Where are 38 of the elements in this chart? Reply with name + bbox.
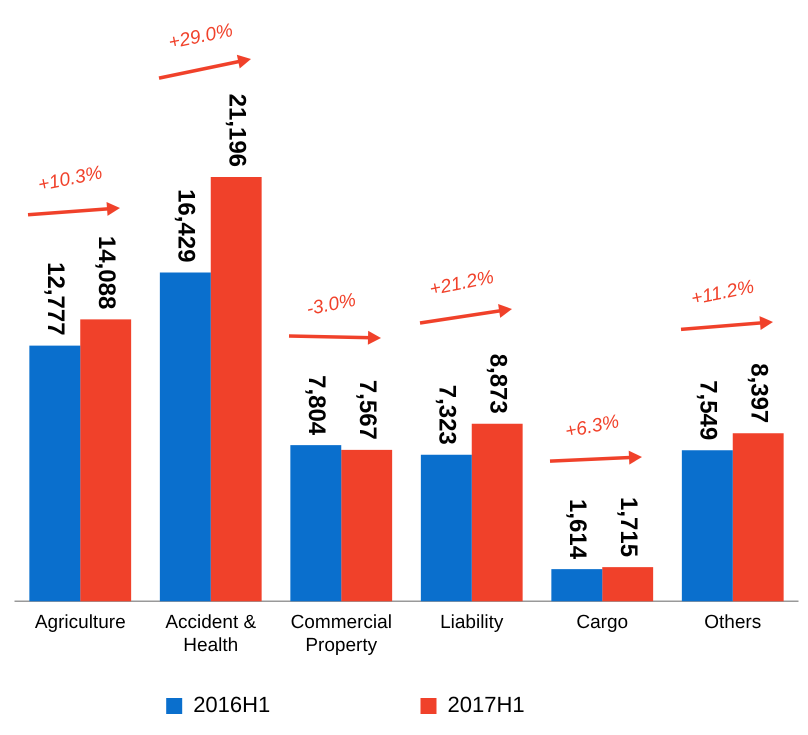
data-label: 1,614	[564, 499, 592, 560]
annotation: +6.3%	[563, 411, 622, 443]
x-tick-label: Cargo	[576, 612, 628, 634]
bar	[682, 450, 733, 602]
bar	[420, 454, 472, 602]
annotation: +21.2%	[428, 266, 496, 300]
x-tick-label: Accident & Health	[165, 612, 256, 656]
bar	[551, 569, 602, 602]
bar	[80, 319, 132, 602]
data-label: 8,873	[484, 354, 512, 414]
data-label: 21,196	[224, 94, 251, 168]
bar	[602, 567, 654, 602]
legend-label: 2016H1	[193, 692, 392, 718]
data-label: 14,088	[93, 236, 120, 310]
bar	[732, 433, 784, 602]
data-label: 7,549	[694, 380, 722, 440]
legend-label: 2017H1	[448, 692, 647, 718]
x-tick-label: Agriculture	[34, 612, 126, 634]
text: +29.0%	[166, 20, 235, 54]
x-tick-label: Commercial Property	[290, 612, 392, 656]
x-tick-label: Others	[704, 612, 762, 634]
bar	[472, 424, 523, 602]
data-label: 12,777	[42, 262, 70, 336]
data-label: 1,715	[615, 497, 642, 558]
x-tick-label: Liability	[440, 612, 504, 634]
data-label: 7,567	[354, 380, 382, 440]
annotation: +10.3%	[36, 162, 104, 196]
bar	[341, 450, 392, 602]
bar	[210, 177, 262, 602]
annotation: -3.0%	[304, 290, 358, 320]
bar	[29, 346, 80, 602]
bar	[160, 272, 211, 602]
data-label: 7,323	[434, 384, 461, 445]
bar	[290, 445, 342, 602]
data-label: 8,397	[746, 363, 773, 424]
data-label: 7,804	[303, 375, 330, 436]
annotation: +11.2%	[689, 276, 756, 310]
data-label: 16,429	[172, 189, 200, 262]
